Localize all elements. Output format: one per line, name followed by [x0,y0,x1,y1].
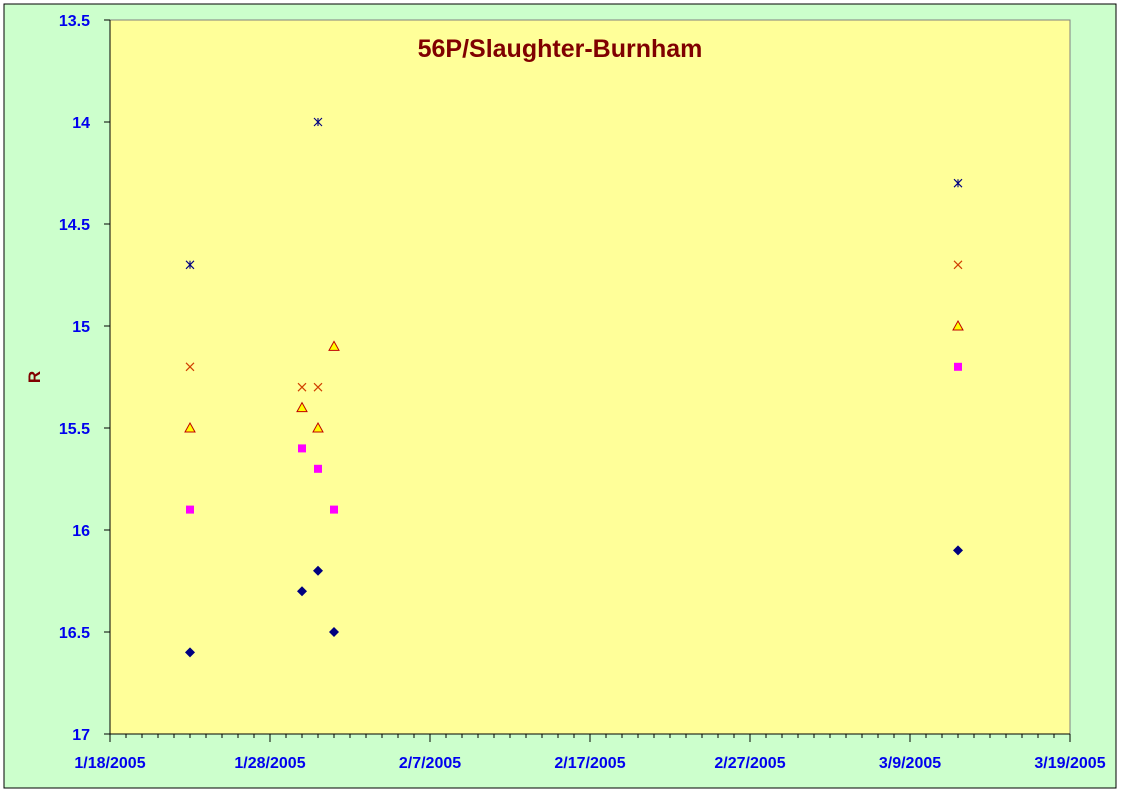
triangle-marker [296,401,308,413]
square-marker [314,464,322,473]
x-tick-label: 2/27/2005 [714,755,785,772]
star-marker [185,260,195,270]
y-axis-label: R [25,371,44,383]
x-tick-label: 3/9/2005 [879,755,941,772]
data-points [184,117,964,658]
y-tick-label: 14.5 [59,217,90,234]
square-marker [298,444,306,453]
tick-labels: 13.5 14 14.5 15 15.5 16 16.5 17 1/18/2005 1/28/20… [59,13,1106,772]
y-tick-label: 15 [72,319,90,336]
x-marker [185,362,195,372]
y-tick-label: 15.5 [59,421,90,438]
x-marker [313,382,323,392]
plot-area-background [109,19,1071,735]
diamond-marker [297,586,307,597]
diamond-marker [185,647,195,658]
y-tick-label: 17 [72,727,90,744]
y-tick-label: 16 [72,523,90,540]
x-marker [953,260,963,270]
x-tick-label: 1/18/2005 [74,755,145,772]
diamond-marker [329,627,339,637]
triangle-marker [952,319,964,331]
x-marker [297,382,307,392]
diamond-marker [313,565,323,576]
x-tick-label: 1/28/2005 [234,755,305,772]
square-marker [954,362,962,371]
x-tick-label: 3/19/2005 [1034,755,1105,772]
y-tick-label: 14 [72,115,90,132]
x-tick-label: 2/17/2005 [554,755,625,772]
square-marker [330,505,338,514]
diamond-marker [953,545,963,556]
star-marker [313,117,323,127]
triangle-marker [328,340,340,351]
triangle-marker [312,421,324,433]
y-tick-label: 16.5 [59,625,90,642]
star-marker [953,178,963,188]
y-tick-label: 13.5 [59,13,90,30]
chart-title: 56P/Slaughter-Burnham [418,35,703,63]
x-tick-label: 2/7/2005 [399,755,461,772]
axes [104,19,1071,742]
square-marker [186,505,194,514]
triangle-marker [184,421,196,433]
